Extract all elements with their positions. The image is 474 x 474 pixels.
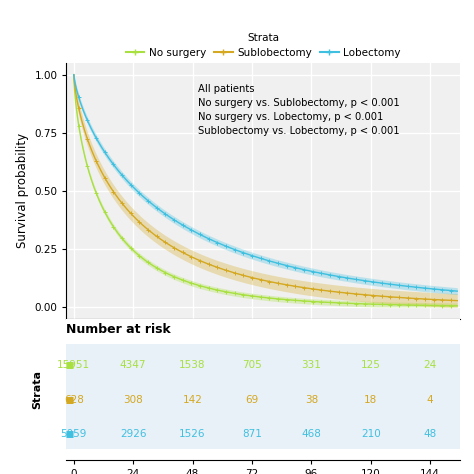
Text: 2926: 2926 xyxy=(120,429,146,439)
X-axis label: Time in months: Time in months xyxy=(217,343,309,356)
Text: 4347: 4347 xyxy=(120,360,146,370)
Text: 15951: 15951 xyxy=(57,360,91,370)
Y-axis label: Survival probability: Survival probability xyxy=(16,133,28,248)
Text: 308: 308 xyxy=(123,395,143,405)
Text: Number at risk: Number at risk xyxy=(66,323,171,336)
FancyBboxPatch shape xyxy=(66,344,460,449)
Text: 628: 628 xyxy=(64,395,84,405)
Text: 5059: 5059 xyxy=(61,429,87,439)
Text: 331: 331 xyxy=(301,360,321,370)
Text: 1538: 1538 xyxy=(179,360,206,370)
Text: 142: 142 xyxy=(182,395,202,405)
Text: 1526: 1526 xyxy=(179,429,206,439)
Text: Strata: Strata xyxy=(32,370,42,409)
Text: 69: 69 xyxy=(246,395,258,405)
Legend: No surgery, Sublobectomy, Lobectomy: No surgery, Sublobectomy, Lobectomy xyxy=(121,28,405,62)
Text: All patients
No surgery vs. Sublobectomy, p < 0.001
No surgery vs. Lobectomy, p : All patients No surgery vs. Sublobectomy… xyxy=(198,84,399,136)
Text: 38: 38 xyxy=(305,395,318,405)
Text: 48: 48 xyxy=(423,429,437,439)
Text: 871: 871 xyxy=(242,429,262,439)
Text: 18: 18 xyxy=(364,395,377,405)
Text: 125: 125 xyxy=(361,360,381,370)
Text: 468: 468 xyxy=(301,429,321,439)
Text: 210: 210 xyxy=(361,429,381,439)
Text: 705: 705 xyxy=(242,360,262,370)
Text: 4: 4 xyxy=(427,395,433,405)
Text: 24: 24 xyxy=(423,360,437,370)
